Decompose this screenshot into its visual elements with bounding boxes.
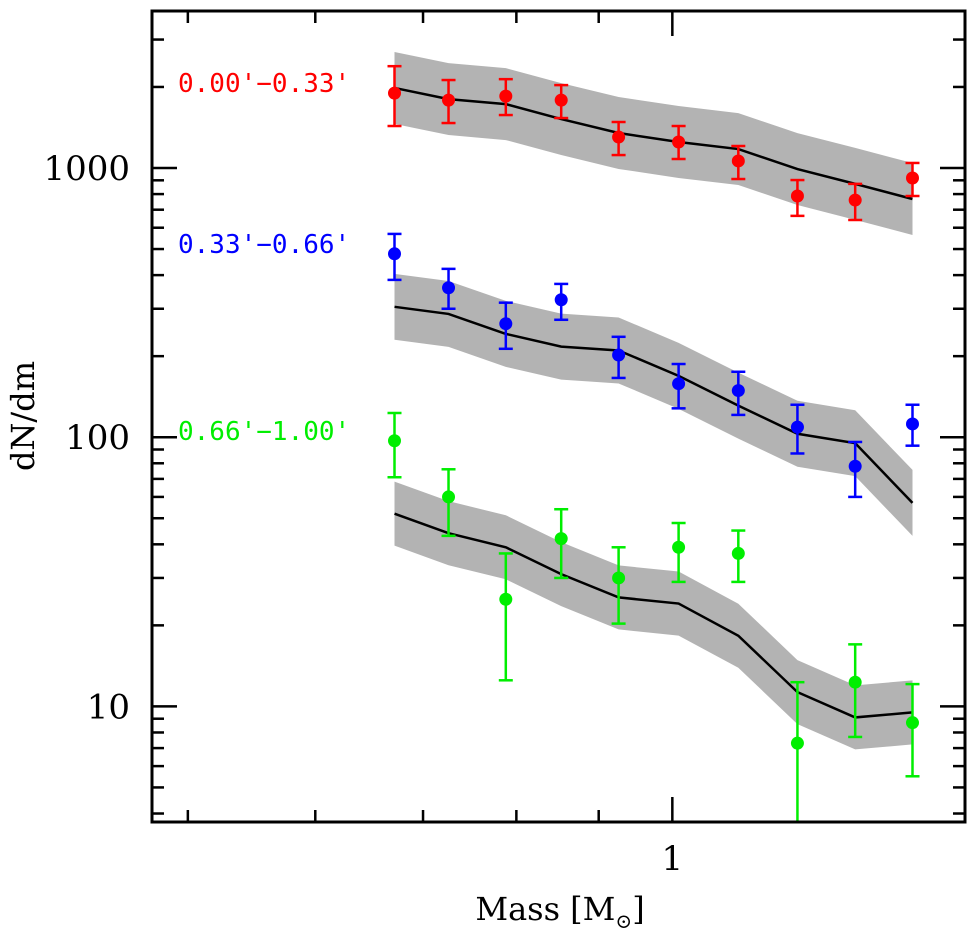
data-point bbox=[671, 362, 686, 410]
model-bands bbox=[394, 52, 913, 750]
marker bbox=[554, 93, 568, 107]
data-point bbox=[498, 301, 513, 351]
marker bbox=[790, 189, 804, 203]
model-band-1 bbox=[394, 273, 913, 536]
x-axis-label-main: Mass [M bbox=[475, 890, 615, 928]
data-point bbox=[848, 440, 863, 499]
data-point bbox=[905, 682, 920, 778]
data-point bbox=[441, 78, 456, 125]
marker bbox=[731, 154, 745, 168]
marker bbox=[905, 716, 919, 730]
marker bbox=[612, 130, 626, 144]
series-label-1: 0.33'−0.66' bbox=[178, 230, 350, 260]
model-band-0 bbox=[394, 52, 913, 235]
marker bbox=[905, 171, 919, 185]
model-lines bbox=[394, 86, 914, 719]
marker bbox=[848, 459, 862, 473]
marker bbox=[672, 135, 686, 149]
data-point bbox=[554, 507, 569, 580]
model-line-1 bbox=[394, 305, 914, 504]
data-point bbox=[790, 680, 805, 822]
y-tick-label: 100 bbox=[65, 418, 130, 458]
y-axis-label: dN/dm bbox=[4, 361, 42, 471]
marker bbox=[554, 532, 568, 546]
x-axis-label-sub: ⊙ bbox=[615, 909, 632, 933]
model-line-0 bbox=[394, 86, 913, 201]
marker bbox=[848, 193, 862, 207]
marker bbox=[442, 281, 456, 295]
series-label-0: 0.00'−0.33' bbox=[178, 69, 350, 99]
data-point bbox=[671, 521, 686, 584]
data-point bbox=[671, 124, 686, 161]
marker bbox=[672, 540, 686, 554]
marker bbox=[790, 420, 804, 434]
data-point bbox=[731, 529, 746, 584]
marker bbox=[499, 317, 513, 331]
data-point bbox=[731, 144, 746, 181]
y-tick-label: 1000 bbox=[43, 149, 130, 189]
data-point bbox=[731, 370, 746, 417]
data-point bbox=[554, 83, 569, 120]
marker bbox=[731, 384, 745, 398]
marker bbox=[554, 293, 568, 307]
series-labels: 0.00'−0.33' 0.33'−0.66' 0.66'−1.00' bbox=[178, 69, 350, 447]
data-point bbox=[611, 335, 626, 380]
data-point bbox=[848, 643, 863, 739]
data-points bbox=[387, 64, 920, 822]
data-point bbox=[387, 411, 402, 479]
marker bbox=[612, 571, 626, 585]
data-point bbox=[611, 546, 626, 625]
data-point bbox=[441, 468, 456, 538]
marker bbox=[612, 348, 626, 362]
plot-frame bbox=[150, 9, 967, 824]
tick-labels: 1 10 100 1000 bbox=[43, 149, 683, 879]
data-point bbox=[387, 232, 402, 282]
marker bbox=[790, 736, 804, 750]
marker bbox=[905, 417, 919, 431]
data-point bbox=[498, 552, 513, 682]
data-point bbox=[790, 178, 805, 218]
marker bbox=[388, 247, 402, 261]
marker bbox=[388, 86, 402, 100]
data-point bbox=[611, 120, 626, 157]
data-point bbox=[498, 77, 513, 117]
marker bbox=[442, 93, 456, 107]
series-label-2: 0.66'−1.00' bbox=[178, 417, 350, 447]
marker bbox=[499, 592, 513, 606]
data-point bbox=[848, 182, 863, 222]
marker bbox=[672, 377, 686, 391]
marker bbox=[442, 490, 456, 504]
marker bbox=[731, 546, 745, 560]
data-point bbox=[905, 161, 920, 198]
data-point bbox=[387, 64, 402, 128]
x-axis-label: Mass [M⊙] bbox=[475, 890, 644, 933]
data-point bbox=[905, 403, 920, 447]
data-point bbox=[441, 267, 456, 311]
y-tick-label: 10 bbox=[87, 687, 130, 727]
x-axis-label-close: ] bbox=[632, 890, 644, 928]
marker bbox=[848, 675, 862, 689]
model-band-2 bbox=[394, 481, 913, 750]
x-tick-label: 1 bbox=[662, 839, 684, 879]
data-point bbox=[790, 403, 805, 455]
marker bbox=[499, 89, 513, 103]
axis-ticks bbox=[152, 11, 965, 822]
marker bbox=[388, 434, 402, 448]
model-line-2 bbox=[394, 512, 913, 719]
data-point bbox=[554, 282, 569, 322]
